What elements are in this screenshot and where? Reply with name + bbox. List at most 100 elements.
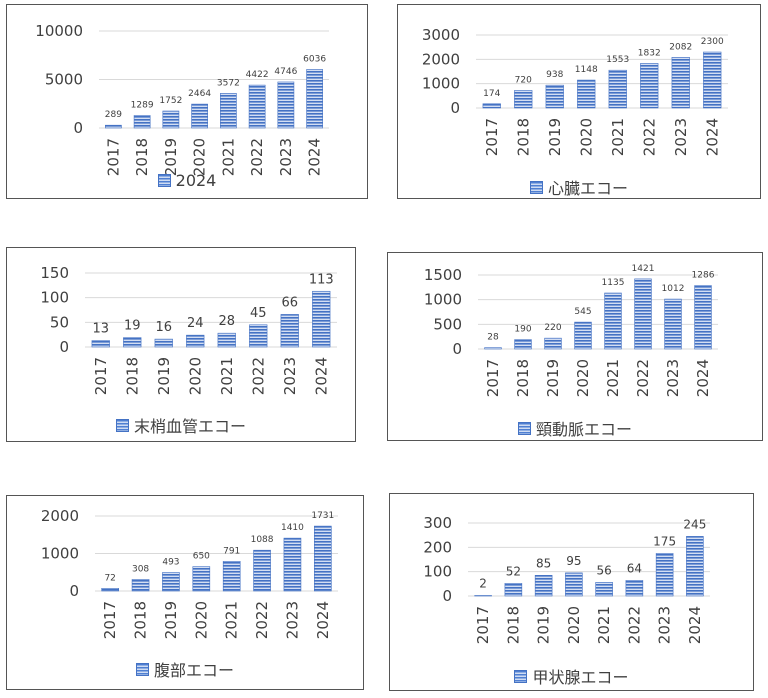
data-label: 1731 (311, 511, 334, 521)
data-label: 1148 (575, 65, 598, 75)
bar (101, 588, 119, 592)
data-label: 1553 (606, 55, 629, 65)
legend-swatch-icon (115, 418, 129, 432)
bar (217, 332, 236, 348)
x-tick-label: 2019 (155, 357, 173, 395)
bar-chart-3: 0 50 100 150 13 2017 19 2018 16 2019 24 2020 28 2021 4… (40, 264, 337, 395)
bar (634, 278, 652, 350)
bar (283, 537, 302, 592)
data-label: 95 (566, 554, 581, 568)
bar (253, 549, 271, 592)
bar (484, 347, 502, 350)
data-label: 64 (627, 561, 642, 575)
bar (534, 575, 553, 597)
legend-5: 腹部エコー (7, 657, 363, 681)
x-tick-label: 2023 (664, 359, 682, 397)
data-label: 1752 (159, 96, 182, 106)
y-tick-label: 100 (423, 563, 452, 581)
x-tick-label: 2017 (104, 138, 122, 176)
legend-label-4: 頸動脈エコー (535, 420, 632, 439)
data-label: 52 (506, 564, 521, 578)
x-tick-label: 2018 (514, 359, 532, 397)
x-tick-label: 2021 (604, 359, 622, 397)
legend-swatch-icon (517, 421, 531, 435)
x-tick-label: 2024 (686, 606, 704, 644)
data-label: 16 (155, 320, 172, 335)
data-label: 1410 (281, 523, 304, 533)
bar-chart-2: 0 1000 2000 3000 174 2017 720 2018 938 2019 1148 20… (422, 26, 728, 156)
x-tick-label: 2018 (514, 118, 532, 156)
legend-swatch-icon (135, 662, 149, 676)
y-tick-label: 5000 (45, 71, 83, 89)
legend-swatch-icon (529, 180, 543, 194)
bar (664, 298, 682, 350)
x-tick-label: 2024 (306, 138, 324, 176)
data-label: 56 (596, 563, 611, 577)
data-label: 545 (574, 307, 591, 317)
y-tick-label: 0 (452, 340, 462, 358)
data-label: 3572 (217, 78, 240, 88)
legend-1: 2024 (7, 171, 367, 190)
x-tick-label: 2024 (703, 118, 721, 156)
y-tick-label: 1500 (424, 266, 462, 284)
bar (133, 115, 151, 129)
data-label: 66 (281, 295, 298, 310)
x-tick-label: 2021 (595, 606, 613, 644)
data-label: 6036 (303, 54, 326, 64)
bar (574, 321, 592, 350)
legend-swatch-icon (514, 669, 528, 683)
x-tick-label: 2019 (535, 606, 553, 644)
x-tick-label: 2020 (577, 118, 595, 156)
data-label: 938 (546, 70, 563, 80)
data-label: 1421 (632, 264, 655, 274)
bar (220, 93, 237, 129)
data-label: 1289 (131, 100, 154, 110)
y-tick-label: 10000 (35, 22, 83, 40)
data-label: 4422 (246, 70, 269, 80)
x-tick-label: 2021 (218, 357, 236, 395)
x-tick-label: 2022 (253, 601, 271, 639)
x-tick-label: 2020 (192, 601, 210, 639)
y-tick-label: 300 (423, 514, 452, 532)
data-label: 720 (515, 75, 532, 85)
y-tick-label: 0 (73, 119, 83, 137)
chart-panel-6: 0 100 200 300 2 2017 52 2018 85 2019 95 2020 56 2021 6… (389, 493, 754, 691)
x-tick-label: 2023 (283, 601, 301, 639)
y-tick-label: 100 (40, 289, 69, 307)
bar (162, 110, 180, 129)
bar (154, 338, 173, 348)
bar (248, 84, 266, 129)
x-tick-label: 2022 (640, 118, 658, 156)
y-tick-label: 1000 (41, 545, 79, 563)
x-tick-label: 2020 (191, 138, 209, 176)
legend-swatch-icon (157, 174, 171, 187)
data-label: 245 (683, 517, 706, 531)
bar (482, 103, 501, 109)
bar (686, 536, 704, 597)
bar (655, 553, 674, 597)
bar (604, 292, 622, 350)
bar (105, 124, 122, 129)
data-label: 2 (479, 577, 487, 591)
bar (222, 561, 241, 592)
data-label: 2300 (701, 37, 724, 47)
bar (608, 69, 627, 109)
bar-chart-5: 0 1000 2000 72 2017 308 2018 493 2019 650 2020 791 2… (41, 507, 338, 639)
data-label: 2082 (669, 42, 692, 52)
bar (640, 63, 659, 109)
x-tick-label: 2023 (672, 118, 690, 156)
data-label: 13 (92, 322, 109, 337)
y-tick-label: 50 (50, 313, 69, 331)
x-tick-label: 2017 (474, 606, 492, 644)
data-label: 2464 (188, 89, 211, 99)
legend-2: 心臓エコー (398, 175, 760, 199)
data-label: 1088 (251, 535, 274, 545)
data-label: 190 (514, 325, 531, 335)
x-tick-label: 2021 (219, 138, 237, 176)
x-tick-label: 2022 (249, 357, 267, 395)
bar (514, 339, 532, 350)
x-tick-label: 2022 (625, 606, 643, 644)
x-tick-label: 2023 (656, 606, 674, 644)
bar (314, 525, 332, 592)
data-label: 1286 (692, 271, 715, 281)
